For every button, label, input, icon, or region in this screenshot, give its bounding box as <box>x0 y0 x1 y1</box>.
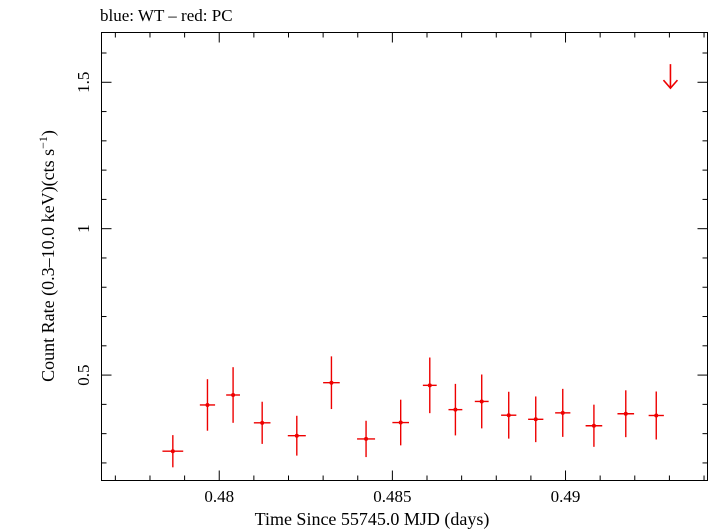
plot-frame <box>101 32 708 481</box>
data-point-marker <box>654 413 659 418</box>
x-axis-ticks: 0.48 0.485 0.49 <box>114 32 705 506</box>
y-tick-label: 1 <box>74 224 93 233</box>
y-axis-label: Count Rate (0.3–10.0 keV)(cts s−1) <box>36 130 59 382</box>
data-point <box>287 415 306 456</box>
data-point-marker <box>623 411 628 416</box>
data-point <box>422 357 437 414</box>
data-point <box>392 399 410 446</box>
data-point-marker <box>260 420 265 425</box>
data-point <box>648 391 664 440</box>
y-axis-label-superscript: −1 <box>36 136 50 149</box>
y-axis-label-close: ) <box>38 130 59 136</box>
data-point-marker <box>479 399 484 404</box>
x-tick-label: 0.48 <box>204 487 234 506</box>
data-point <box>617 390 635 438</box>
x-tick-label: 0.485 <box>373 487 411 506</box>
data-point-marker <box>205 402 210 407</box>
data-series-pc <box>162 64 679 468</box>
data-point-marker <box>591 423 596 428</box>
data-point <box>528 396 544 443</box>
upper-limit-arrow <box>662 64 679 90</box>
x-tick-label: 0.49 <box>551 487 581 506</box>
data-point-marker <box>506 413 511 418</box>
data-point <box>555 388 571 437</box>
data-point <box>253 401 271 444</box>
data-point <box>199 379 216 431</box>
chart-title: blue: WT – red: PC <box>100 6 233 25</box>
data-point <box>226 367 241 423</box>
data-point <box>474 374 489 429</box>
x-axis-label: Time Since 55745.0 MJD (days) <box>255 509 490 530</box>
data-point <box>323 356 340 410</box>
data-point-marker <box>427 383 432 388</box>
data-point-marker <box>398 420 403 425</box>
data-point-marker <box>560 410 565 415</box>
data-point-marker <box>231 392 236 397</box>
data-point-marker <box>170 449 175 454</box>
data-point <box>357 420 376 458</box>
upper-limit-head <box>662 79 679 90</box>
data-point-marker <box>294 433 299 438</box>
data-point-marker <box>364 436 369 441</box>
data-point <box>448 383 463 436</box>
data-point <box>501 391 517 439</box>
data-point <box>585 404 603 447</box>
data-point-marker <box>329 380 334 385</box>
y-axis-label-main: Count Rate (0.3–10.0 keV)(cts s <box>38 149 59 382</box>
y-axis-ticks: 0.5 1 1.5 <box>74 52 708 464</box>
data-point-marker <box>453 407 458 412</box>
y-tick-label: 1.5 <box>74 72 93 93</box>
data-point-marker <box>533 417 538 422</box>
data-point <box>162 435 184 468</box>
y-tick-label: 0.5 <box>74 364 93 385</box>
